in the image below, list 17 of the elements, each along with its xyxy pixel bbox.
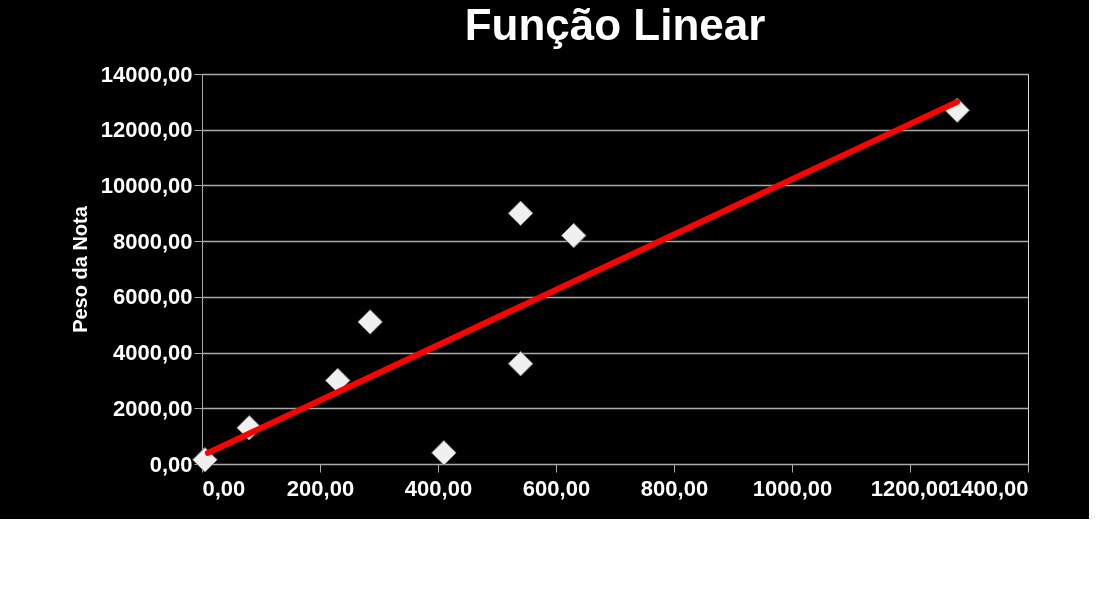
y-tick-label: 8000,00 xyxy=(112,228,193,254)
x-tick-label: 800,00 xyxy=(640,475,709,501)
y-tick-label: 12000,00 xyxy=(100,117,193,143)
x-tick-label: 200,00 xyxy=(286,475,355,501)
y-tick-label: 6000,00 xyxy=(112,284,193,310)
y-tick-label: 4000,00 xyxy=(112,340,193,366)
x-tick-label: 1000,00 xyxy=(752,475,833,501)
x-tick-label: 0,00 xyxy=(202,475,246,501)
x-tick-label: 400,00 xyxy=(404,475,473,501)
x-tick-label: 1200,00 xyxy=(870,475,951,501)
x-tick-label: 600,00 xyxy=(522,475,591,501)
y-tick-label: 10000,00 xyxy=(100,172,193,198)
chart-title: Função Linear xyxy=(464,0,766,49)
y-tick-label: 14000,00 xyxy=(100,61,193,87)
y-tick-label: 2000,00 xyxy=(112,395,193,421)
y-tick-label: 0,00 xyxy=(149,451,193,477)
y-axis-title: Peso da Nota xyxy=(68,205,91,333)
